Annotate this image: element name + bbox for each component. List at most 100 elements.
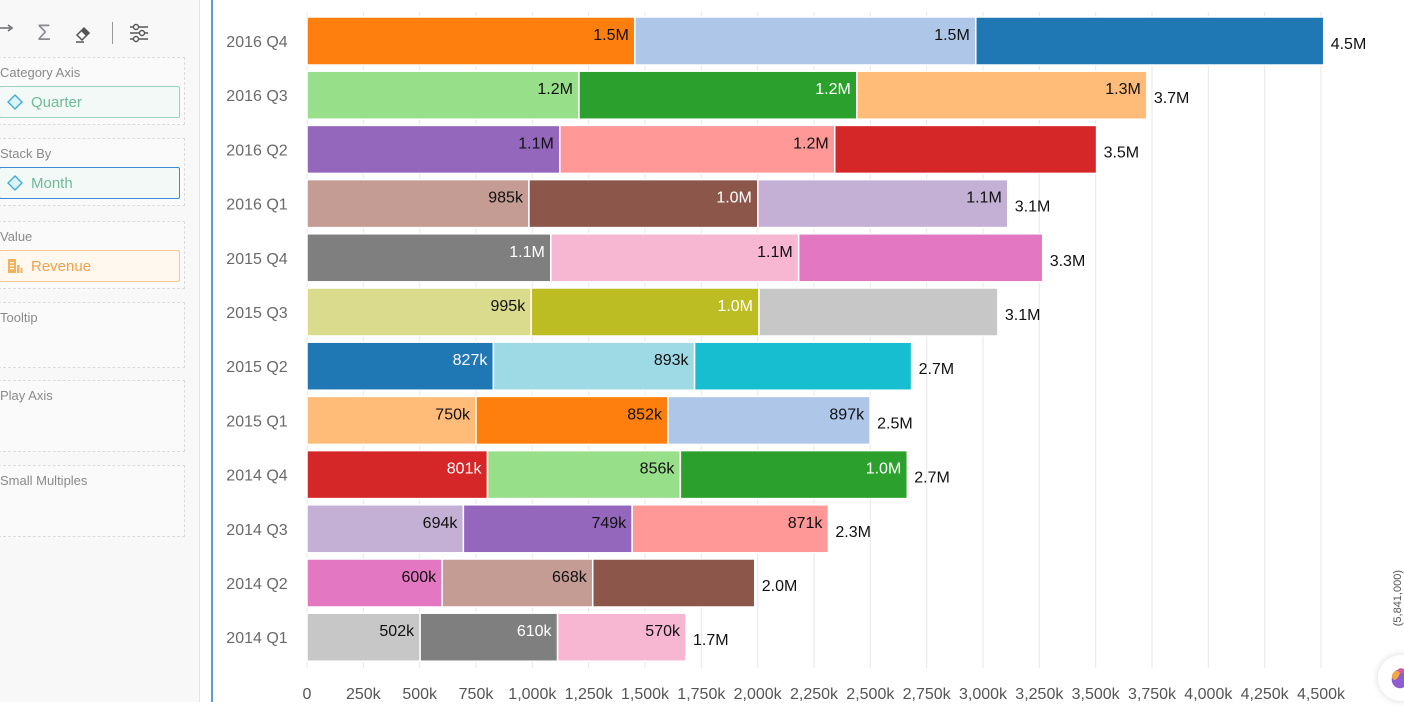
diamond-icon (7, 175, 29, 191)
axis-icon[interactable] (0, 20, 18, 46)
bar-segment[interactable] (492, 341, 696, 391)
bars: 1.5M 1.5M 4.5M 1.2M 1.2M 1.3M 3.7M 1.1M 1.2M 3.5M… (306, 16, 1367, 662)
bar-segment[interactable] (306, 395, 477, 446)
x-tick-label: 750k (459, 686, 495, 702)
bar-segment[interactable] (306, 16, 636, 66)
x-tick-label: 2,500k (846, 686, 895, 702)
category-axis-well[interactable]: Category Axis Quarter (0, 57, 185, 125)
segment-data-label: 1.2M (793, 135, 829, 152)
bar-segment[interactable] (856, 70, 1148, 120)
play-axis-label: Play Axis (0, 388, 53, 403)
x-tick-label: 3,750k (1128, 686, 1177, 702)
category-label: 2016 Q3 (226, 88, 287, 105)
total-data-label: 3.1M (1015, 199, 1051, 216)
segment-data-label: 570k (645, 623, 681, 640)
bar-segment[interactable] (306, 612, 421, 662)
small-multiples-label: Small Multiples (0, 473, 88, 488)
segment-data-label: 502k (379, 623, 415, 640)
eraser-icon[interactable] (70, 20, 96, 46)
stack-by-well[interactable]: Stack By Month (0, 138, 185, 206)
segment-data-label: 871k (788, 515, 824, 532)
bar-segment[interactable] (306, 287, 532, 337)
x-tick-label: 1,000k (508, 686, 557, 702)
bar-segment[interactable] (306, 124, 561, 175)
x-tick-label: 1,500k (621, 686, 670, 702)
segment-data-label: 893k (654, 352, 690, 369)
segment-data-label: 1.1M (757, 244, 793, 261)
bar-segment[interactable] (634, 16, 977, 66)
total-data-label: 3.3M (1050, 253, 1086, 270)
bar-segment[interactable] (975, 16, 1325, 66)
category-label: 2016 Q2 (226, 142, 287, 159)
quarter-field-pill[interactable]: Quarter (0, 86, 180, 118)
category-labels: 2016 Q4 2016 Q3 2016 Q2 2016 Q1 2015 Q4 2015 … (226, 34, 287, 647)
tooltip-well[interactable]: Tooltip (0, 302, 185, 368)
bar-segment[interactable] (556, 612, 687, 662)
total-data-label: 3.7M (1154, 90, 1190, 107)
category-label: 2014 Q4 (226, 468, 287, 485)
tooltip-label: Tooltip (0, 310, 38, 325)
month-field-pill[interactable]: Month (0, 167, 180, 199)
small-multiples-well[interactable]: Small Multiples (0, 465, 185, 537)
bar-segment[interactable] (757, 178, 1009, 229)
bar-segment[interactable] (306, 449, 489, 500)
bar-segment[interactable] (631, 504, 830, 554)
bar-segment[interactable] (306, 558, 443, 608)
assistant-button[interactable] (1378, 655, 1404, 701)
segment-data-label: 985k (488, 190, 524, 207)
category-axis-label: Category Axis (0, 65, 81, 80)
revenue-field-pill[interactable]: Revenue (0, 250, 180, 282)
x-tick-label: 4,000k (1184, 686, 1233, 702)
x-tick-label: 0 (303, 686, 312, 702)
segment-data-label: 1.5M (934, 27, 970, 44)
bar-segment[interactable] (559, 124, 836, 175)
bar-segment[interactable] (833, 124, 1098, 175)
bar-segment[interactable] (462, 504, 633, 554)
x-tick-label: 2,750k (903, 686, 952, 702)
total-data-label: 4.5M (1331, 36, 1367, 53)
toolbar-divider (112, 22, 113, 44)
segment-data-label: 694k (423, 515, 459, 532)
total-data-label: 3.1M (1005, 307, 1041, 324)
bar-segment[interactable] (306, 70, 580, 120)
segment-data-label: 600k (401, 569, 437, 586)
bar-segment[interactable] (667, 395, 871, 446)
category-label: 2014 Q3 (226, 522, 287, 539)
x-tick-label: 4,250k (1241, 686, 1290, 702)
play-axis-well[interactable]: Play Axis (0, 380, 185, 452)
segment-data-label: 1.0M (716, 190, 752, 207)
bar-segment[interactable] (419, 612, 559, 662)
segment-data-label: 1.1M (966, 190, 1002, 207)
bar-segment[interactable] (758, 287, 999, 337)
segment-data-label: 1.0M (717, 298, 753, 315)
bar-segment[interactable] (679, 449, 909, 500)
sigma-icon[interactable]: Σ (37, 20, 51, 45)
settings-sliders-icon[interactable] (126, 20, 152, 46)
total-data-label: 2.7M (914, 470, 950, 487)
bar-segment[interactable] (591, 558, 756, 608)
bar-segment[interactable] (578, 70, 858, 120)
bar-segment[interactable] (306, 233, 552, 283)
bar-segment[interactable] (306, 341, 495, 391)
segment-data-label: 1.5M (593, 27, 629, 44)
segment-data-label: 995k (491, 298, 527, 315)
value-well[interactable]: Value Revenue (0, 221, 185, 289)
segment-data-label: 856k (640, 461, 676, 478)
bar-segment[interactable] (797, 233, 1044, 283)
revenue-field-name: Revenue (31, 257, 92, 275)
x-tick-label: 1,250k (565, 686, 614, 702)
segment-data-label: 1.3M (1105, 81, 1141, 98)
bar-segment[interactable] (306, 504, 465, 554)
x-tick-label: 1,750k (677, 686, 726, 702)
segment-data-label: 749k (591, 515, 627, 532)
category-label: 2014 Q2 (226, 576, 287, 593)
bar-segment[interactable] (528, 178, 759, 229)
category-label: 2015 Q4 (226, 251, 287, 268)
segment-data-label: 750k (435, 406, 471, 423)
bar-segment[interactable] (693, 341, 913, 391)
bar-segment[interactable] (306, 178, 530, 229)
segment-data-label: 1.1M (509, 244, 545, 261)
field-panel: Σ Category Axis Quarter Stack By Month V… (0, 0, 200, 702)
rotated-side-text: (5,841,000) (1392, 570, 1404, 627)
total-data-label: 2.3M (835, 524, 871, 541)
